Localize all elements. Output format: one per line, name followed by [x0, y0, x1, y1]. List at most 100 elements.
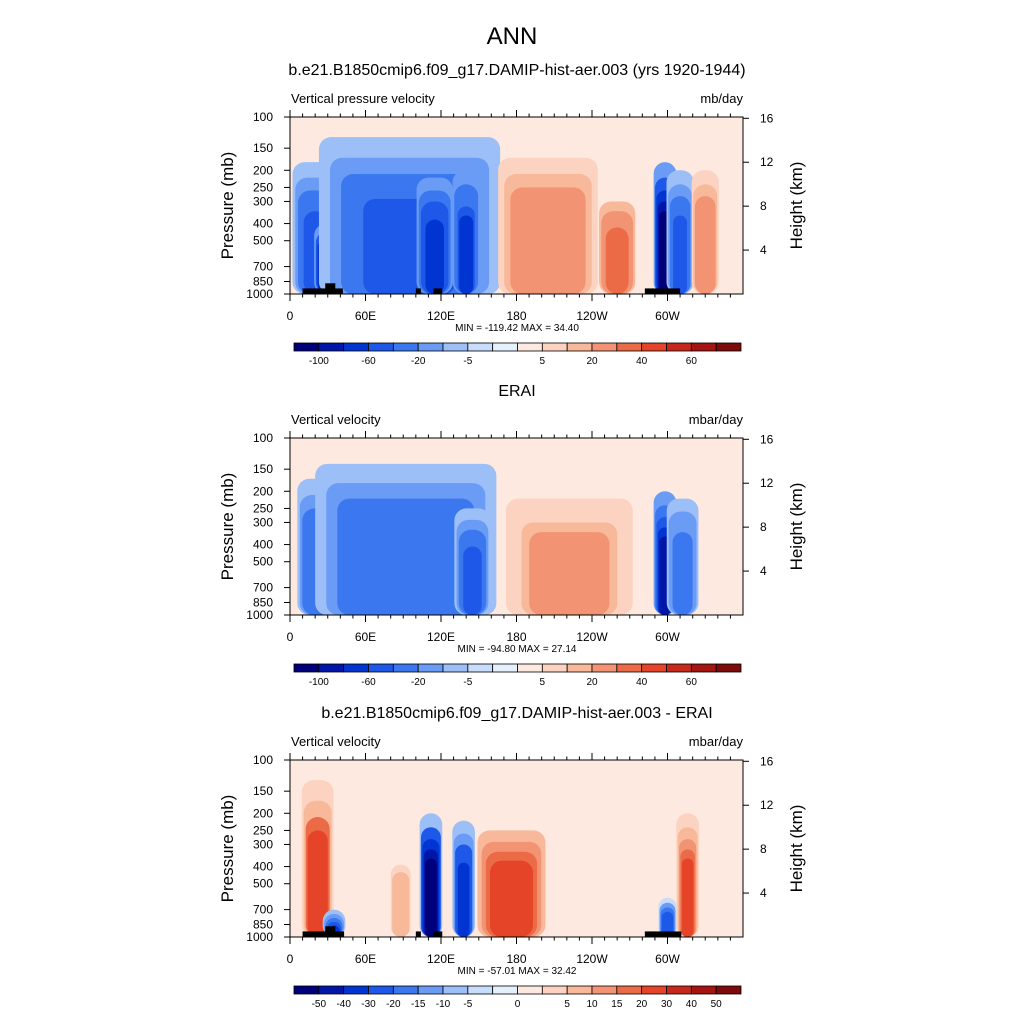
y-tick-label: 700	[253, 581, 273, 595]
topography-mask	[325, 926, 336, 937]
colorbar-swatch	[417, 663, 444, 673]
colorbar-swatch	[517, 985, 543, 995]
units-label: mbar/day	[689, 412, 744, 427]
contour-band	[494, 868, 529, 937]
y-axis-label: Pressure (mb)	[218, 473, 237, 581]
colorbar-swatch	[666, 985, 692, 995]
colorbar-label: -5	[463, 356, 472, 367]
height-tick-label: 4	[760, 243, 767, 257]
contour-band	[425, 219, 444, 294]
contour-band	[459, 215, 474, 294]
min-max-stats: MIN = -94.80 MAX = 27.14	[458, 644, 577, 655]
colorbar-swatch	[368, 663, 394, 673]
figure-title: ANN	[487, 23, 538, 50]
contour-band	[536, 540, 602, 615]
y-tick-label: 100	[253, 110, 273, 124]
y-tick-label: 500	[253, 234, 273, 248]
colorbar-swatch	[517, 663, 543, 673]
x-tick-label: 60E	[355, 630, 376, 644]
height-tick-label: 12	[760, 476, 774, 490]
y-tick-label: 250	[253, 823, 273, 837]
colorbar-label: 10	[586, 999, 598, 1010]
colorbar-label: 60	[686, 356, 698, 367]
colorbar-swatch	[293, 342, 320, 352]
y-tick-label: 400	[253, 860, 273, 874]
contour-band	[681, 858, 694, 937]
colorbar-label: -30	[361, 999, 376, 1010]
colorbar-swatch	[368, 342, 394, 352]
colorbar-swatch	[318, 342, 345, 352]
height-tick-label: 8	[760, 199, 767, 213]
colorbar-swatch	[293, 985, 320, 995]
y-tick-label: 500	[253, 877, 273, 891]
colorbar-swatch	[616, 342, 643, 352]
colorbar-swatch	[368, 985, 394, 995]
height-tick-label: 16	[760, 432, 774, 446]
colorbar: -100 -60 -20 -5 5 20 40 60	[293, 663, 742, 688]
x-tick-label: 0	[287, 630, 294, 644]
contour-band	[607, 234, 627, 294]
colorbar-swatch	[666, 342, 692, 352]
topography-mask	[325, 283, 336, 294]
colorbar-swatch	[392, 663, 419, 673]
colorbar-label: 5	[564, 999, 570, 1010]
y-tick-label: 150	[253, 784, 273, 798]
topography-mask	[433, 931, 443, 937]
height-tick-label: 8	[760, 842, 767, 856]
y-tick-label: 200	[253, 163, 273, 177]
height-tick-label: 8	[760, 520, 767, 534]
min-max-stats: MIN = -119.42 MAX = 34.40	[455, 323, 579, 334]
panel-1: b.e21.B1850cmip6.f09_g17.DAMIP-hist-aer.…	[218, 62, 806, 367]
colorbar-label: -40	[336, 999, 351, 1010]
y-tick-label: 150	[253, 141, 273, 155]
colorbar-label: -15	[411, 999, 426, 1010]
colorbar-swatch	[467, 342, 494, 352]
colorbar-label: 20	[586, 356, 598, 367]
colorbar-swatch	[715, 663, 742, 673]
x-tick-label: 120E	[427, 630, 455, 644]
colorbar-label: 5	[540, 677, 546, 688]
colorbar-swatch	[591, 985, 618, 995]
y-tick-label: 850	[253, 275, 273, 289]
colorbar-swatch	[641, 985, 667, 995]
left-label: Vertical pressure velocity	[291, 91, 435, 106]
colorbar-swatch	[591, 342, 618, 352]
topography-mask	[302, 288, 343, 294]
colorbar-swatch	[392, 985, 419, 995]
colorbar-swatch	[541, 985, 568, 995]
colorbar-swatch	[343, 985, 369, 995]
y-tick-label: 100	[253, 431, 273, 445]
colorbar-label: 20	[586, 677, 598, 688]
x-tick-label: 180	[506, 309, 526, 323]
contour-band	[425, 858, 437, 937]
height-tick-label: 12	[760, 798, 774, 812]
panel-2: ERAI Vertical velocity mbar/day 0 60E 120E 180…	[218, 383, 806, 688]
colorbar-swatch	[293, 663, 320, 673]
left-label: Vertical velocity	[291, 734, 381, 749]
colorbar-swatch	[467, 985, 494, 995]
y-tick-label: 850	[253, 596, 273, 610]
x-tick-label: 60W	[655, 952, 680, 966]
contour-band	[359, 522, 453, 615]
contour-band	[674, 540, 691, 615]
contour-field	[290, 117, 743, 294]
x-tick-label: 60E	[355, 309, 376, 323]
colorbar-swatch	[616, 985, 643, 995]
x-tick-label: 0	[287, 952, 294, 966]
colorbar-swatch	[641, 663, 667, 673]
colorbar-swatch	[566, 663, 593, 673]
height-tick-label: 4	[760, 564, 767, 578]
contour-field	[290, 438, 743, 615]
colorbar-label: 5	[540, 356, 546, 367]
units-label: mb/day	[700, 91, 743, 106]
colorbar-label: 40	[686, 999, 698, 1010]
colorbar-swatch	[343, 663, 369, 673]
y-axis-label: Pressure (mb)	[218, 152, 237, 260]
colorbar-swatch	[715, 342, 742, 352]
topography-mask	[433, 288, 443, 294]
x-tick-label: 120E	[427, 952, 455, 966]
colorbar-swatch	[566, 985, 593, 995]
colorbar-swatch	[641, 342, 667, 352]
x-tick-label: 120W	[576, 630, 608, 644]
